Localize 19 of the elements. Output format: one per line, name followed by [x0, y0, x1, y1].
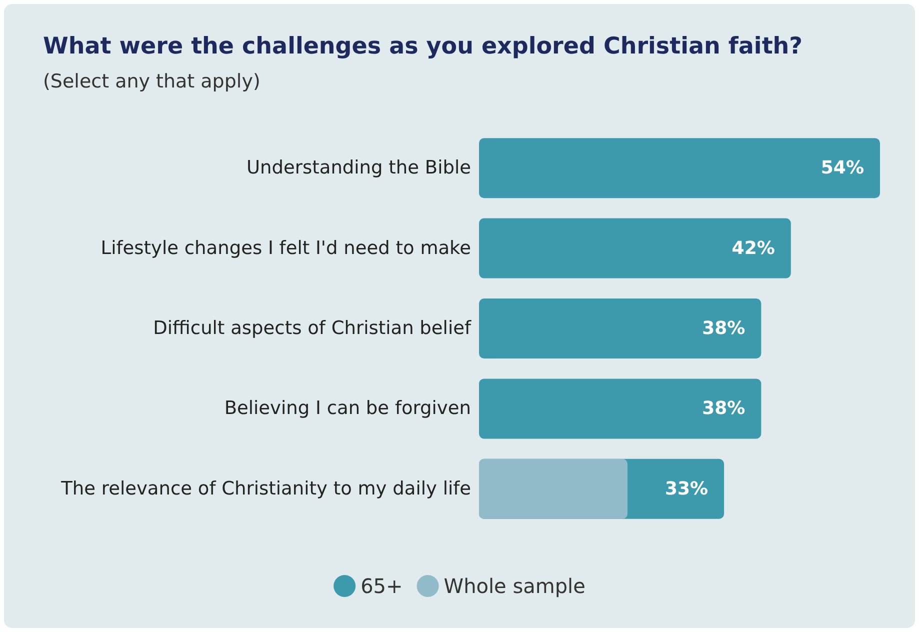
data-label: 33% [664, 478, 708, 500]
data-label: 38% [702, 318, 746, 339]
data-label: 42% [732, 238, 775, 259]
y-tick-label: Believing I can be forgiven [224, 398, 471, 420]
bar [479, 138, 880, 198]
data-label: 54% [820, 158, 864, 179]
bar [479, 218, 791, 278]
y-tick-label: Lifestyle changes I felt I'd need to make [100, 238, 471, 259]
bar [479, 458, 628, 519]
chart-title: What were the challenges as you explored Christian faith? [43, 34, 803, 60]
data-label: 38% [702, 398, 746, 420]
bar [479, 378, 762, 439]
y-tick-label: Understanding the Bible [246, 158, 471, 179]
legend-label: Whole sample [444, 574, 586, 598]
y-tick-label: The relevance of Christianity to my daily life [60, 478, 471, 500]
bar [479, 298, 762, 358]
text: (Select any that apply) [43, 70, 260, 92]
legend-label: 65+ [360, 574, 403, 598]
y-tick-label: Difficult aspects of Christian belief [153, 318, 472, 339]
